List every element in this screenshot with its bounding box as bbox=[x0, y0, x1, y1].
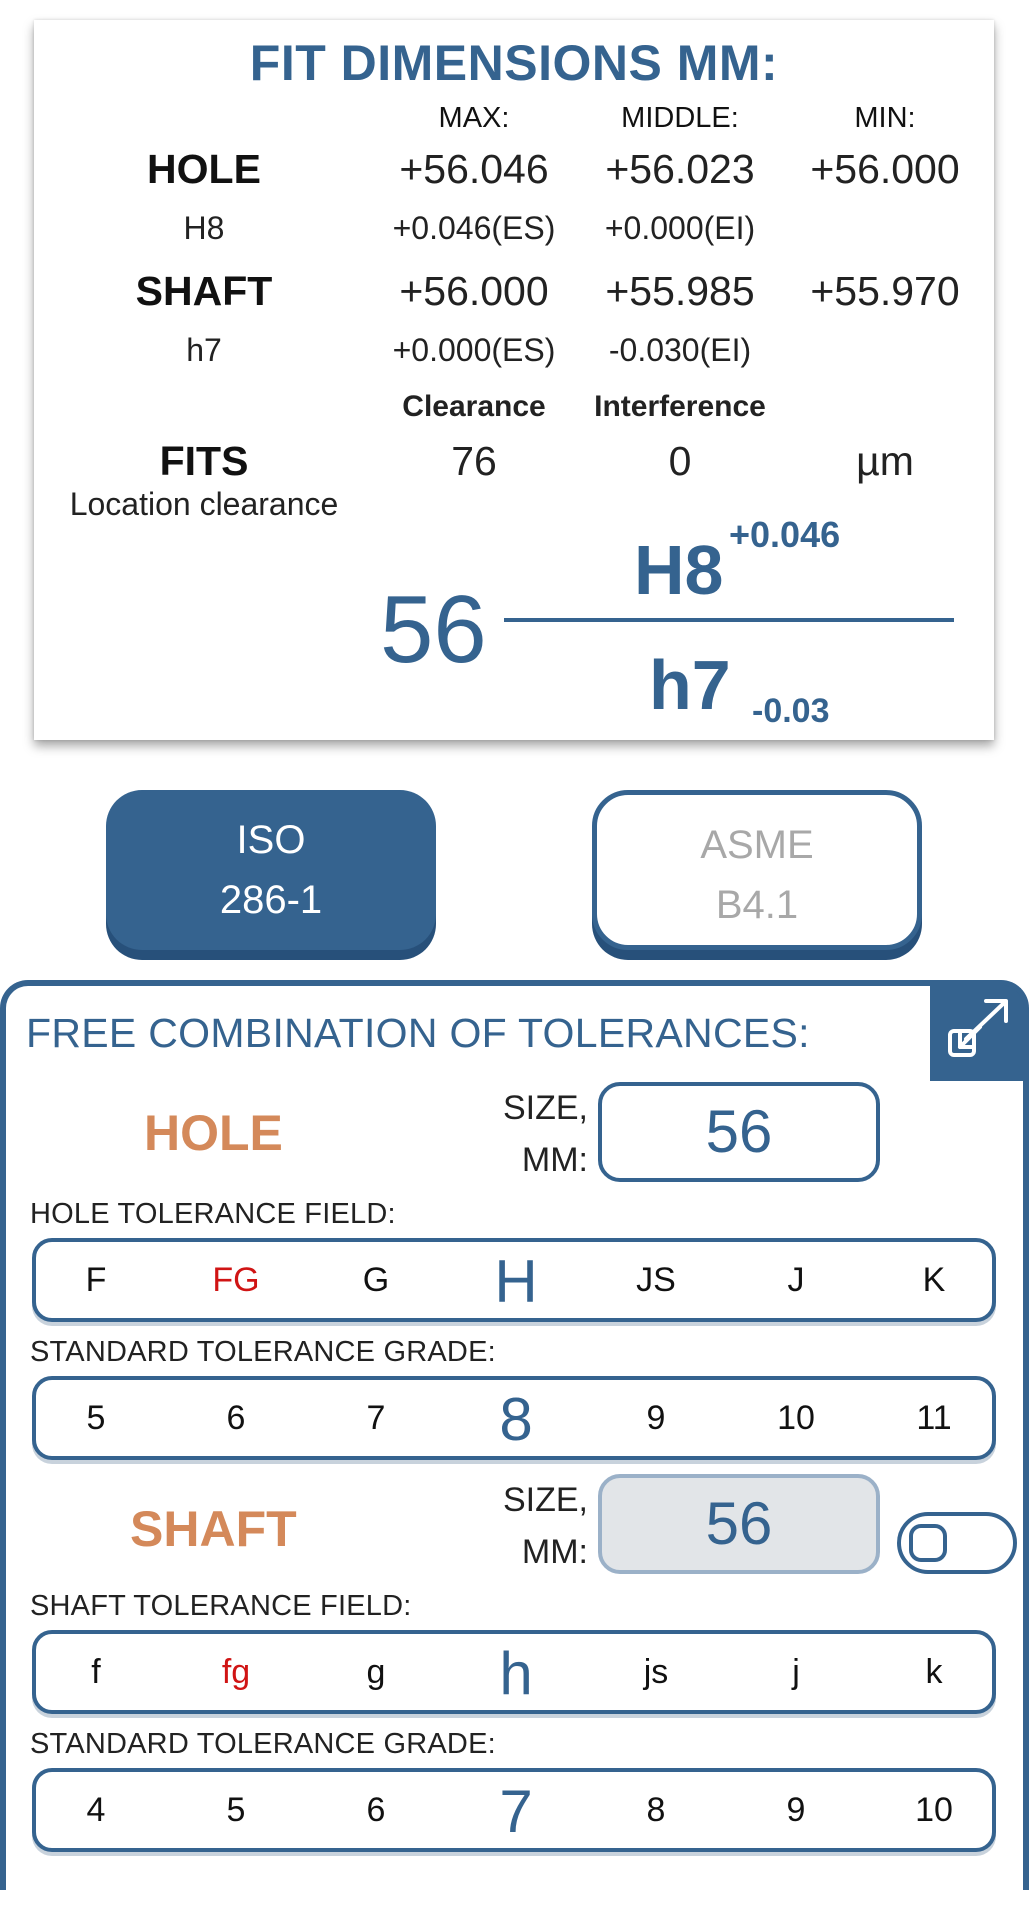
shaft-tolerance-field-label: SHAFT TOLERANCE FIELD: bbox=[30, 1590, 412, 1622]
hole-es-deviation: +0.046(ES) bbox=[392, 210, 556, 246]
hole-grade-option[interactable]: 7 bbox=[366, 1399, 386, 1437]
shaft-grade-option[interactable]: 7 bbox=[499, 1778, 533, 1845]
asme-standard-button[interactable]: ASME B4.1 bbox=[592, 790, 922, 950]
column-min-header: MIN: bbox=[854, 102, 916, 134]
hole-size-label: SIZE, MM: bbox=[480, 1082, 588, 1186]
shaft-field-option[interactable]: f bbox=[91, 1653, 101, 1691]
hole-size-input[interactable]: 56 bbox=[598, 1082, 880, 1182]
iso-button-line2: 286-1 bbox=[219, 878, 323, 922]
hole-middle-value: +56.023 bbox=[605, 146, 755, 192]
shaft-field-option[interactable]: fg bbox=[221, 1653, 251, 1691]
expand-arrows-icon bbox=[948, 999, 1008, 1057]
interference-label: Interference bbox=[594, 390, 766, 423]
shaft-max-value: +56.000 bbox=[399, 268, 549, 314]
column-middle-header: MIDDLE: bbox=[621, 102, 739, 134]
hole-grade-option[interactable]: 10 bbox=[777, 1399, 815, 1437]
shaft-section-label: SHAFT bbox=[130, 1501, 297, 1557]
fit-type: Location clearance bbox=[69, 486, 339, 522]
shaft-grade-option[interactable]: 5 bbox=[226, 1791, 246, 1829]
shaft-field-option[interactable]: g bbox=[366, 1653, 386, 1691]
designation-shaft-code: h7 bbox=[649, 646, 731, 724]
hole-field-option[interactable]: G bbox=[362, 1261, 390, 1299]
hole-grade-option[interactable]: 6 bbox=[226, 1399, 246, 1437]
shaft-grade-option[interactable]: 6 bbox=[366, 1791, 386, 1829]
hole-field-option[interactable]: H bbox=[494, 1248, 538, 1315]
hole-max-value: +56.046 bbox=[399, 146, 549, 192]
fits-unit: µm bbox=[856, 438, 914, 484]
shaft-grade-option[interactable]: 10 bbox=[915, 1791, 953, 1829]
column-max-header: MAX: bbox=[438, 102, 510, 134]
hole-row-label: HOLE bbox=[147, 146, 261, 192]
fits-label: FITS bbox=[159, 438, 249, 484]
asme-button-line2: B4.1 bbox=[715, 883, 799, 927]
designation-size: 56 bbox=[380, 576, 487, 683]
designation-hole-deviation: +0.046 bbox=[729, 514, 841, 555]
iso-standard-button[interactable]: ISO 286-1 bbox=[106, 790, 436, 950]
shaft-size-label: SIZE, MM: bbox=[480, 1474, 588, 1578]
shaft-row-label: SHAFT bbox=[135, 268, 273, 314]
shaft-size-label-line1: SIZE, bbox=[502, 1481, 588, 1519]
hole-field-option[interactable]: J bbox=[787, 1261, 805, 1299]
shaft-field-option[interactable]: js bbox=[643, 1653, 669, 1691]
shaft-field-option[interactable]: j bbox=[792, 1653, 800, 1691]
clearance-label: Clearance bbox=[402, 390, 546, 423]
hole-field-option[interactable]: F bbox=[85, 1261, 107, 1299]
interference-value: 0 bbox=[668, 438, 692, 484]
designation-hole-code: H8 bbox=[634, 531, 724, 609]
fit-dimensions-card: FIT DIMENSIONS MM: MAX: MIDDLE: MIN: HOL… bbox=[34, 20, 994, 740]
panel-title: FREE COMBINATION OF TOLERANCES: bbox=[26, 1010, 810, 1056]
shaft-min-value: +55.970 bbox=[810, 268, 960, 314]
hole-grade-option[interactable]: 9 bbox=[646, 1399, 666, 1437]
hole-field-option[interactable]: FG bbox=[212, 1261, 260, 1299]
shaft-field-option[interactable]: k bbox=[925, 1653, 943, 1691]
hole-size-label-line1: SIZE, bbox=[502, 1089, 588, 1127]
shaft-grade-option[interactable]: 4 bbox=[86, 1791, 106, 1829]
hole-tolerance-field-label: HOLE TOLERANCE FIELD: bbox=[30, 1198, 396, 1230]
shaft-ei-deviation: -0.030(EI) bbox=[608, 332, 752, 368]
shaft-es-deviation: +0.000(ES) bbox=[392, 332, 556, 368]
hole-field-option[interactable]: JS bbox=[636, 1261, 676, 1299]
shaft-code: h7 bbox=[186, 332, 222, 368]
card-title: FIT DIMENSIONS MM: bbox=[249, 35, 779, 91]
shaft-tolerance-field-selector[interactable]: f fg g h js j k bbox=[32, 1630, 996, 1714]
shaft-grade-option[interactable]: 8 bbox=[646, 1791, 666, 1829]
shaft-size-link-toggle[interactable] bbox=[897, 1512, 1017, 1574]
hole-grade-option[interactable]: 8 bbox=[499, 1386, 533, 1453]
hole-tolerance-field-selector[interactable]: F FG G H JS J K bbox=[32, 1238, 996, 1322]
shaft-grade-label: STANDARD TOLERANCE GRADE: bbox=[30, 1728, 496, 1760]
expand-button[interactable] bbox=[930, 985, 1024, 1081]
toggle-knob bbox=[909, 1524, 947, 1562]
fraction-line bbox=[504, 618, 954, 622]
shaft-size-input[interactable]: 56 bbox=[598, 1474, 880, 1574]
designation-shaft-deviation: -0.03 bbox=[752, 692, 830, 730]
hole-grade-label: STANDARD TOLERANCE GRADE: bbox=[30, 1336, 496, 1368]
shaft-field-option[interactable]: h bbox=[499, 1640, 533, 1707]
shaft-middle-value: +55.985 bbox=[605, 268, 755, 314]
asme-button-line1: ASME bbox=[700, 823, 814, 867]
hole-code: H8 bbox=[183, 210, 225, 246]
hole-min-value: +56.000 bbox=[810, 146, 960, 192]
shaft-grade-option[interactable]: 9 bbox=[786, 1791, 806, 1829]
hole-grade-option[interactable]: 5 bbox=[86, 1399, 106, 1437]
hole-section-label: HOLE bbox=[144, 1105, 283, 1161]
shaft-size-label-line2: MM: bbox=[521, 1533, 588, 1571]
iso-button-line1: ISO bbox=[236, 818, 306, 862]
hole-grade-selector[interactable]: 5 6 7 8 9 10 11 bbox=[32, 1376, 996, 1460]
hole-grade-option[interactable]: 11 bbox=[916, 1399, 952, 1437]
clearance-value: 76 bbox=[451, 438, 497, 484]
hole-ei-deviation: +0.000(EI) bbox=[604, 210, 756, 246]
hole-size-label-line2: MM: bbox=[521, 1141, 588, 1179]
hole-field-option[interactable]: K bbox=[922, 1261, 946, 1299]
shaft-grade-selector[interactable]: 4 5 6 7 8 9 10 bbox=[32, 1768, 996, 1852]
